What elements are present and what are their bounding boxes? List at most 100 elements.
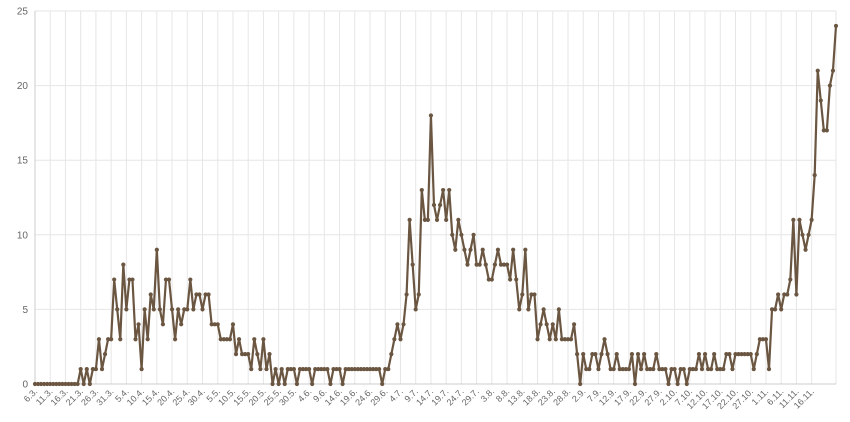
data-point[interactable] <box>63 381 68 387</box>
data-point[interactable] <box>782 292 787 297</box>
data-point[interactable] <box>106 337 111 342</box>
data-point[interactable] <box>575 352 580 357</box>
data-point[interactable] <box>833 23 839 29</box>
data-point[interactable] <box>611 366 616 372</box>
data-point[interactable] <box>142 307 147 312</box>
data-point[interactable] <box>715 366 720 372</box>
data-point[interactable] <box>712 352 717 357</box>
data-point[interactable] <box>450 232 455 237</box>
data-point[interactable] <box>166 277 172 282</box>
data-point[interactable] <box>486 277 491 282</box>
data-point[interactable] <box>233 352 239 357</box>
data-point[interactable] <box>431 202 437 208</box>
data-point[interactable] <box>404 292 409 297</box>
data-point[interactable] <box>477 262 482 267</box>
data-point[interactable] <box>221 337 226 342</box>
data-point[interactable] <box>352 366 357 372</box>
data-point[interactable] <box>453 247 458 252</box>
data-point[interactable] <box>666 381 671 387</box>
data-point[interactable] <box>361 366 367 372</box>
data-point[interactable] <box>182 307 187 312</box>
data-point[interactable] <box>562 337 568 342</box>
data-point[interactable] <box>240 352 245 357</box>
data-point[interactable] <box>310 381 315 387</box>
data-point[interactable] <box>206 292 211 297</box>
data-point[interactable] <box>553 337 558 342</box>
data-point[interactable] <box>663 366 668 372</box>
data-point[interactable] <box>508 277 513 282</box>
data-point[interactable] <box>788 277 793 282</box>
data-point[interactable] <box>69 381 74 387</box>
data-point[interactable] <box>571 322 577 327</box>
data-point[interactable] <box>690 366 695 372</box>
data-point[interactable] <box>830 68 836 73</box>
data-point[interactable] <box>273 366 278 372</box>
data-point[interactable] <box>541 307 546 312</box>
data-point[interactable] <box>188 277 193 282</box>
data-point[interactable] <box>444 217 449 222</box>
data-point[interactable] <box>38 381 44 387</box>
data-point[interactable] <box>739 352 744 357</box>
data-point[interactable] <box>812 173 817 178</box>
data-point[interactable] <box>398 337 403 342</box>
data-point[interactable] <box>48 381 53 387</box>
data-point[interactable] <box>325 366 330 372</box>
data-point[interactable] <box>675 381 680 387</box>
data-point[interactable] <box>544 322 549 327</box>
data-point[interactable] <box>760 337 766 342</box>
data-point[interactable] <box>258 366 263 372</box>
data-point[interactable] <box>815 68 820 73</box>
data-point[interactable] <box>367 366 373 372</box>
data-point[interactable] <box>109 337 114 342</box>
data-point[interactable] <box>176 307 181 312</box>
data-point[interactable] <box>687 366 692 372</box>
data-point[interactable] <box>243 352 248 357</box>
data-point[interactable] <box>35 381 41 387</box>
data-point[interactable] <box>407 217 412 222</box>
data-point[interactable] <box>599 352 604 357</box>
data-point[interactable] <box>474 262 479 267</box>
data-point[interactable] <box>824 128 829 133</box>
data-point[interactable] <box>635 352 641 357</box>
data-point[interactable] <box>794 292 799 297</box>
data-point[interactable] <box>422 217 427 222</box>
data-point[interactable] <box>556 307 561 312</box>
data-point[interactable] <box>307 366 312 372</box>
data-point[interactable] <box>102 352 108 357</box>
data-point[interactable] <box>127 277 132 282</box>
data-point[interactable] <box>419 187 424 193</box>
data-point[interactable] <box>148 292 153 297</box>
data-point[interactable] <box>568 337 574 342</box>
data-point[interactable] <box>413 307 418 312</box>
data-point[interactable] <box>709 366 714 372</box>
data-point[interactable] <box>693 366 699 372</box>
data-point[interactable] <box>316 366 321 372</box>
data-point[interactable] <box>224 337 229 342</box>
data-point[interactable] <box>791 217 796 222</box>
data-point[interactable] <box>288 366 293 372</box>
data-point[interactable] <box>547 337 552 342</box>
data-point[interactable] <box>684 381 689 387</box>
data-point[interactable] <box>60 381 65 387</box>
data-point[interactable] <box>483 262 488 267</box>
data-point[interactable] <box>337 366 342 372</box>
data-point[interactable] <box>136 322 141 327</box>
data-point[interactable] <box>358 366 363 372</box>
data-point[interactable] <box>157 307 162 312</box>
data-point[interactable] <box>751 366 756 372</box>
data-point[interactable] <box>249 366 254 372</box>
data-point[interactable] <box>215 322 220 327</box>
data-point[interactable] <box>349 366 354 372</box>
data-point[interactable] <box>185 307 190 312</box>
data-point[interactable] <box>139 366 144 372</box>
data-point[interactable] <box>133 337 138 342</box>
data-point[interactable] <box>471 232 476 237</box>
data-point[interactable] <box>501 262 507 267</box>
data-point[interactable] <box>456 217 461 222</box>
data-point[interactable] <box>392 337 397 342</box>
data-point[interactable] <box>279 366 284 372</box>
data-point[interactable] <box>236 337 242 342</box>
data-point[interactable] <box>389 352 394 357</box>
data-point[interactable] <box>115 307 120 312</box>
data-point[interactable] <box>66 381 71 387</box>
